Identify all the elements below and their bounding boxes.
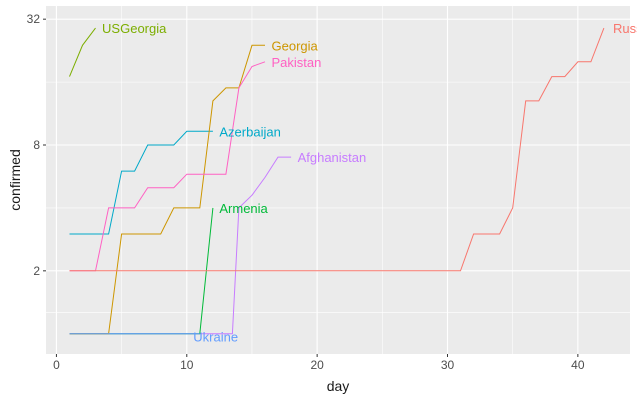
series-label-afghanistan: Afghanistan (298, 150, 367, 165)
series-label-georgia: Georgia (272, 38, 319, 53)
y-axis: 2 8 32 (27, 12, 46, 278)
y-tick-label: 8 (33, 138, 40, 152)
series-lines (69, 27, 605, 335)
series-line-azerbaijan (69, 130, 213, 235)
x-tick-label: 30 (441, 358, 455, 372)
x-tick-label: 10 (180, 358, 194, 372)
x-tick-label: 20 (310, 358, 324, 372)
x-axis-title: day (327, 378, 350, 394)
x-tick-label: 40 (571, 358, 585, 372)
series-labels: Afghanistan Armenia Azerbaijan Georgia Pakis… (102, 21, 637, 344)
series-line-georgia (69, 44, 265, 335)
series-line-russia (69, 27, 605, 272)
x-axis: 0 10 20 30 40 (53, 354, 585, 372)
y-axis-title: confirmed (7, 149, 23, 210)
series-line-afghanistan (69, 156, 292, 335)
series-label-usgeorgia: USGeorgia (102, 21, 167, 36)
series-label-armenia: Armenia (219, 201, 268, 216)
series-label-russia: Russia (613, 21, 637, 36)
y-tick-label: 32 (27, 12, 41, 26)
plot-panel (46, 6, 630, 354)
y-tick-label: 2 (33, 264, 40, 278)
series-label-azerbaijan: Azerbaijan (219, 124, 280, 139)
series-label-ukraine: Ukraine (193, 330, 238, 345)
series-line-pakistan (69, 61, 266, 272)
series-label-pakistan: Pakistan (272, 55, 322, 70)
x-tick-label: 0 (53, 358, 60, 372)
minor-gridlines (46, 6, 630, 354)
series-line-usgeorgia (69, 27, 96, 77)
